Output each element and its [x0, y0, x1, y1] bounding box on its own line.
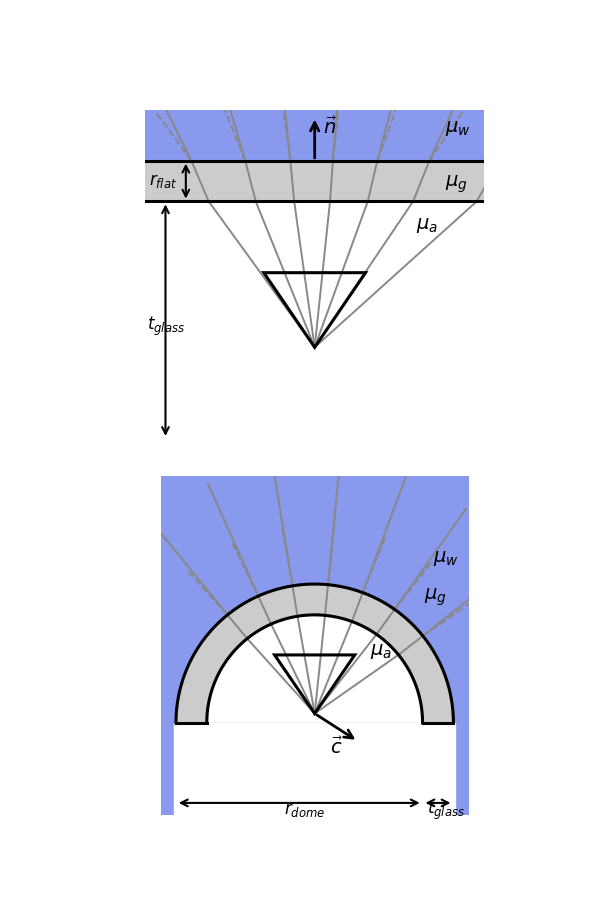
Text: $\mu_w$: $\mu_w$: [445, 119, 471, 138]
Text: $\mu_a$: $\mu_a$: [370, 642, 392, 661]
Text: $\vec{c}$: $\vec{c}$: [330, 736, 343, 758]
Text: $r_{flat}$: $r_{flat}$: [149, 171, 177, 190]
Bar: [174, 723, 455, 815]
Wedge shape: [207, 615, 422, 723]
Text: $r_{dome}$: $r_{dome}$: [284, 801, 325, 819]
Wedge shape: [176, 584, 453, 723]
Text: $\vec{n}$: $\vec{n}$: [323, 116, 337, 137]
Text: $\mu_a$: $\mu_a$: [416, 215, 438, 234]
Bar: [145, 161, 484, 202]
Text: $\mu_w$: $\mu_w$: [433, 550, 459, 569]
Text: $\mu_g$: $\mu_g$: [445, 173, 468, 194]
Text: $\mu_g$: $\mu_g$: [424, 586, 447, 607]
Text: $t_{glass}$: $t_{glass}$: [427, 799, 465, 822]
Text: $t_{glass}$: $t_{glass}$: [147, 315, 185, 338]
Bar: [145, 110, 484, 161]
